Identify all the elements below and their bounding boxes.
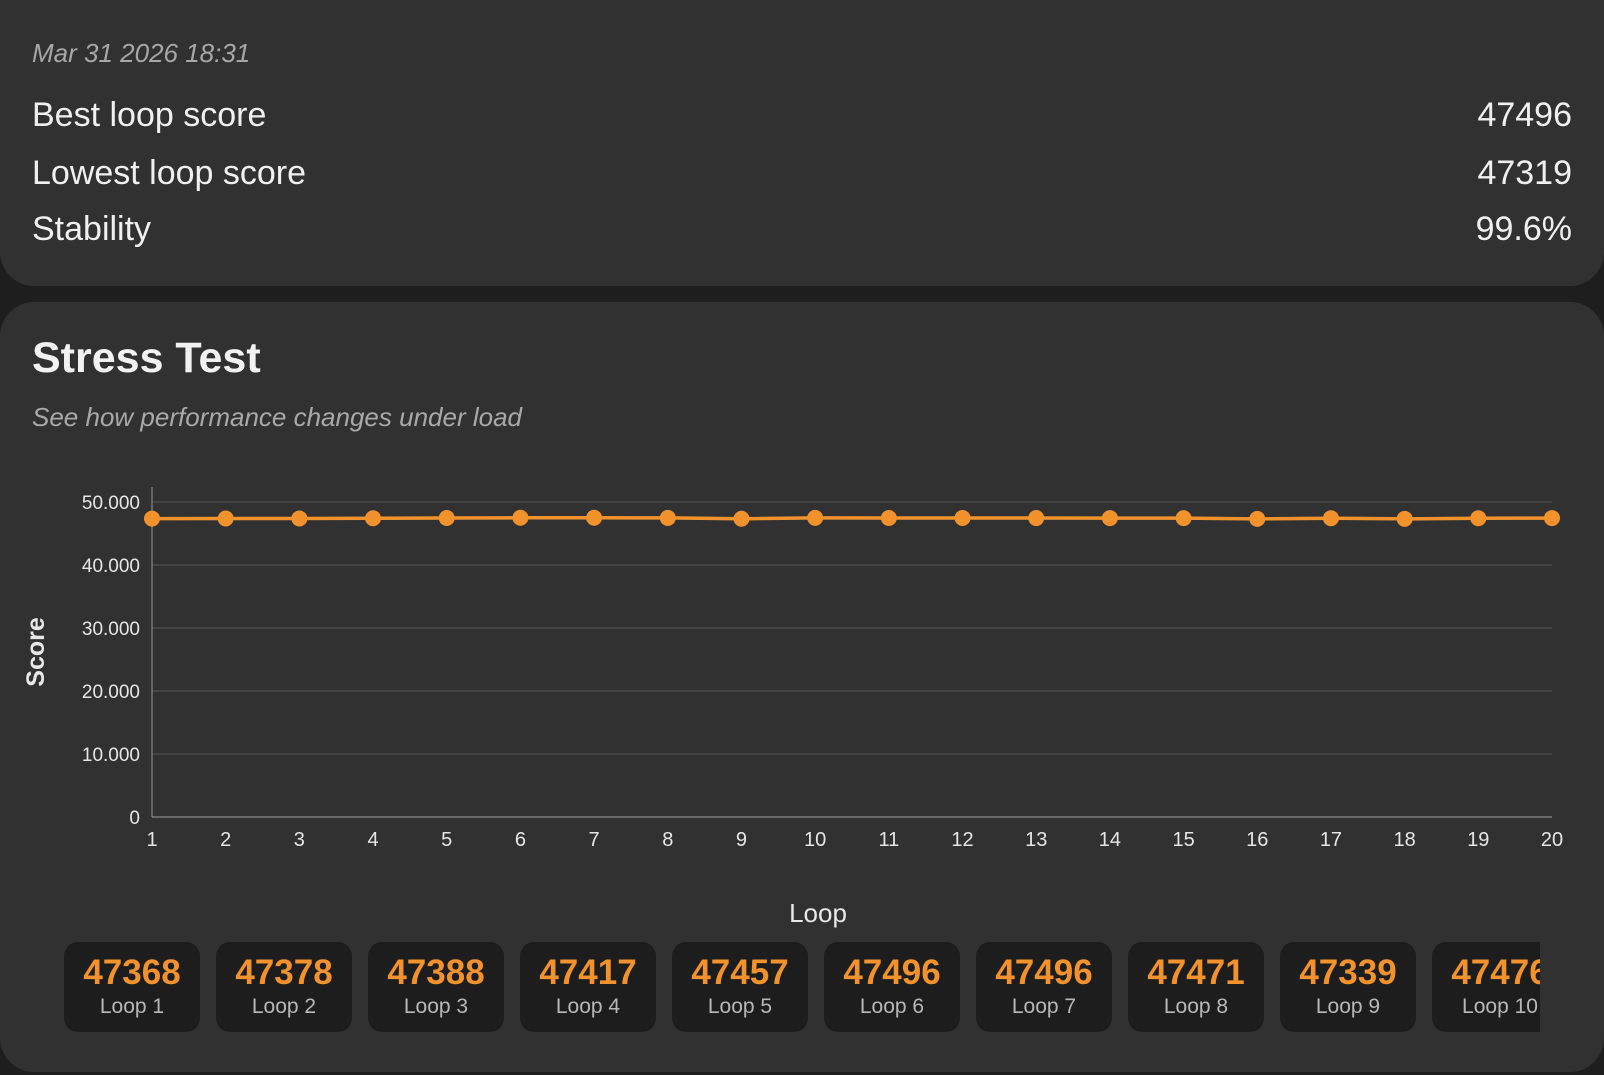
stat-label: Lowest loop score: [32, 154, 307, 192]
loop-tile-label: Loop 1: [99, 995, 165, 1018]
x-tick-label: 4: [367, 829, 378, 851]
data-point: [1175, 510, 1192, 527]
loop-tile[interactable]: 47496 Loop 6: [824, 942, 960, 1032]
timestamp: Mar 31 2026 18:31: [32, 38, 251, 68]
loop-tile[interactable]: 47496 Loop 7: [976, 942, 1112, 1032]
x-tick-label: 1: [146, 829, 157, 851]
x-tick-label: 15: [1172, 829, 1194, 851]
stat-value: 47496: [1477, 96, 1572, 134]
x-tick-label: 3: [294, 829, 305, 851]
x-tick-label: 14: [1099, 829, 1121, 851]
stat-row-best: Best loop score 47496: [32, 96, 1572, 135]
data-point: [1101, 510, 1118, 527]
data-point: [1322, 510, 1339, 527]
loop-tile[interactable]: 47339 Loop 9: [1280, 942, 1416, 1032]
chart-series: [144, 509, 1560, 527]
section-title: Stress Test: [32, 334, 261, 382]
loop-tile-label: Loop 5: [707, 995, 773, 1018]
stress-test-card: Stress Test See how performance changes …: [0, 302, 1604, 1072]
loop-tile-score: 47476: [1451, 953, 1540, 992]
loop-tile-label: Loop 6: [859, 995, 925, 1018]
data-point: [733, 510, 750, 527]
x-tick-label: 5: [441, 829, 452, 851]
x-tick-label: 16: [1246, 829, 1268, 851]
x-tick-label: 17: [1320, 829, 1342, 851]
chart-grid: [152, 501, 1552, 755]
data-point: [954, 509, 971, 526]
x-tick-label: 9: [736, 829, 747, 851]
section-subtitle: See how performance changes under load: [32, 402, 522, 432]
loop-tile-score: 47417: [539, 953, 637, 992]
stat-row-stability: Stability 99.6%: [32, 210, 1572, 249]
data-point: [438, 510, 455, 527]
y-tick-label: 10.000: [82, 745, 140, 766]
loop-tile-label: Loop 10: [1462, 995, 1538, 1018]
data-point: [659, 509, 676, 526]
data-point: [217, 510, 234, 527]
data-point: [807, 509, 824, 526]
stat-label: Best loop score: [32, 96, 267, 134]
y-tick-label: 40.000: [82, 556, 140, 577]
y-tick-label: 50.000: [82, 493, 140, 514]
y-axis-label: Score: [22, 617, 50, 687]
x-tick-label: 2: [220, 829, 231, 851]
loop-tile[interactable]: 47368 Loop 1: [64, 942, 200, 1032]
loop-tile-label: Loop 9: [1315, 995, 1381, 1018]
data-point: [586, 509, 603, 526]
data-point: [291, 510, 308, 527]
loop-tiles-row: 47368 Loop 1 47378 Loop 2 47388 Loop 3 47417 Lo…: [64, 942, 1540, 1032]
summary-card: Mar 31 2026 18:31 Best loop score 47496 …: [0, 0, 1604, 286]
data-point: [1544, 510, 1560, 527]
x-tick-label: 6: [515, 829, 526, 851]
data-point: [880, 510, 897, 527]
loop-tile[interactable]: 47457 Loop 5: [672, 942, 808, 1032]
loop-tile-score: 47388: [387, 953, 485, 992]
series-line: [151, 516, 1553, 521]
loop-tile-score: 47368: [83, 953, 181, 992]
loop-tile-label: Loop 8: [1163, 995, 1229, 1018]
y-tick-label: 30.000: [82, 619, 140, 640]
x-tick-label: 18: [1394, 829, 1416, 851]
loop-tile[interactable]: 47476 Loop 10: [1432, 942, 1540, 1032]
x-tick-label: 12: [951, 829, 973, 851]
loop-tile-label: Loop 7: [1011, 995, 1077, 1018]
loop-tile-score: 47496: [995, 953, 1093, 992]
data-point: [1249, 510, 1266, 527]
loop-tile-score: 47457: [691, 953, 789, 992]
x-axis-label: Loop: [789, 898, 847, 928]
data-point: [512, 509, 529, 526]
data-point: [1470, 510, 1487, 527]
loop-tile[interactable]: 47388 Loop 3: [368, 942, 504, 1032]
x-tick-label: 11: [878, 829, 899, 851]
loop-tile[interactable]: 47417 Loop 4: [520, 942, 656, 1032]
x-tick-label: 10: [804, 829, 826, 851]
loop-tile-label: Loop 3: [403, 995, 469, 1018]
loop-tile-label: Loop 2: [251, 995, 317, 1018]
stat-value: 47319: [1477, 154, 1572, 192]
data-point: [1396, 510, 1413, 527]
x-tick-label: 19: [1467, 829, 1489, 851]
stat-row-lowest: Lowest loop score 47319: [32, 154, 1572, 193]
x-tick-label: 8: [662, 829, 673, 851]
data-point: [365, 510, 382, 527]
loop-tile-score: 47496: [843, 953, 941, 992]
y-tick-label: 20.000: [82, 682, 140, 703]
loop-tiles-strip[interactable]: 47368 Loop 1 47378 Loop 2 47388 Loop 3 47417 Lo…: [64, 942, 1540, 1034]
loop-tile-label: Loop 4: [555, 995, 621, 1018]
stat-value: 99.6%: [1475, 210, 1572, 248]
loop-tile-score: 47339: [1299, 953, 1397, 992]
x-tick-label: 13: [1025, 829, 1047, 851]
x-tick-label: 7: [589, 829, 600, 851]
loop-tile[interactable]: 47378 Loop 2: [216, 942, 352, 1032]
y-tick-label: 0: [129, 808, 140, 829]
stat-label: Stability: [32, 210, 152, 248]
data-point: [144, 510, 160, 527]
data-point: [1028, 510, 1045, 527]
x-tick-label: 20: [1541, 829, 1563, 851]
loop-tile-score: 47378: [235, 953, 333, 992]
loop-tile-score: 47471: [1147, 953, 1245, 992]
loop-tile[interactable]: 47471 Loop 8: [1128, 942, 1264, 1032]
